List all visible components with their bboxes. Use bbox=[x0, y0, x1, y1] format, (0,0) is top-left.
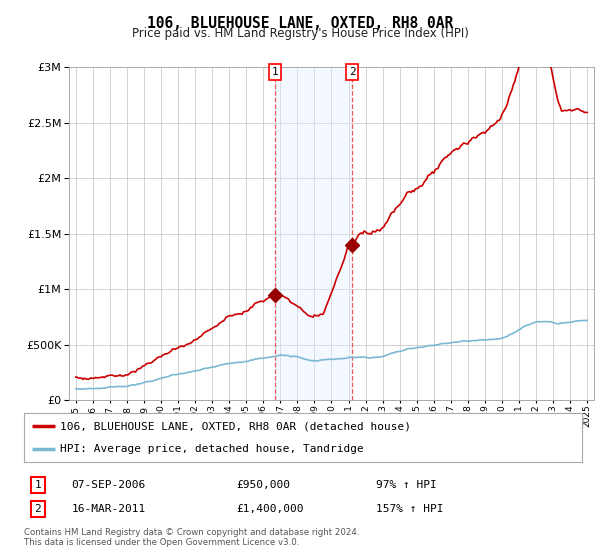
Text: 106, BLUEHOUSE LANE, OXTED, RH8 0AR: 106, BLUEHOUSE LANE, OXTED, RH8 0AR bbox=[147, 16, 453, 31]
Text: 07-SEP-2006: 07-SEP-2006 bbox=[71, 480, 146, 490]
Text: £1,400,000: £1,400,000 bbox=[236, 504, 304, 514]
Text: 16-MAR-2011: 16-MAR-2011 bbox=[71, 504, 146, 514]
Text: 1: 1 bbox=[35, 480, 41, 490]
Text: £950,000: £950,000 bbox=[236, 480, 290, 490]
Text: 2: 2 bbox=[35, 504, 41, 514]
Text: HPI: Average price, detached house, Tandridge: HPI: Average price, detached house, Tand… bbox=[60, 444, 364, 454]
Text: 2: 2 bbox=[349, 67, 355, 77]
Text: 106, BLUEHOUSE LANE, OXTED, RH8 0AR (detached house): 106, BLUEHOUSE LANE, OXTED, RH8 0AR (det… bbox=[60, 421, 411, 431]
Text: 97% ↑ HPI: 97% ↑ HPI bbox=[376, 480, 436, 490]
Text: Contains HM Land Registry data © Crown copyright and database right 2024.
This d: Contains HM Land Registry data © Crown c… bbox=[24, 528, 359, 547]
Text: 157% ↑ HPI: 157% ↑ HPI bbox=[376, 504, 443, 514]
Bar bbox=[275, 67, 352, 400]
Text: Price paid vs. HM Land Registry's House Price Index (HPI): Price paid vs. HM Land Registry's House … bbox=[131, 27, 469, 40]
Text: 1: 1 bbox=[272, 67, 278, 77]
